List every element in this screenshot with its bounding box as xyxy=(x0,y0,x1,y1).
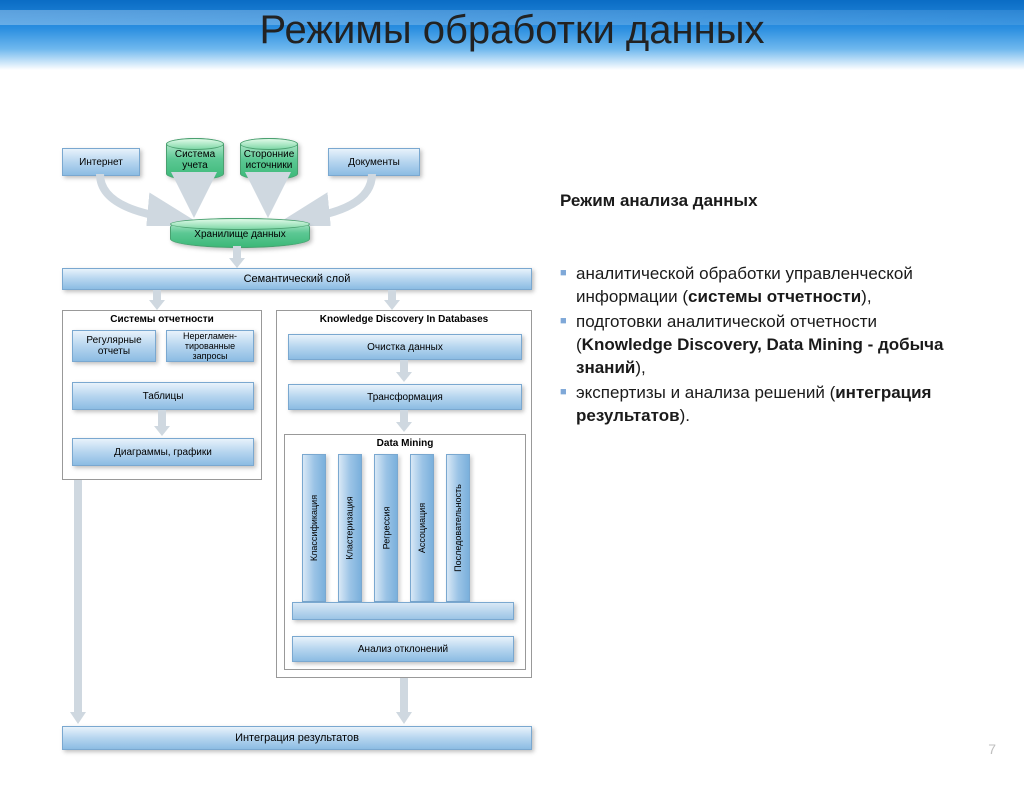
source-accounting: Система учета xyxy=(166,138,224,180)
source-external: Сторонние источники xyxy=(240,138,298,180)
data-mining-title: Data Mining xyxy=(285,438,525,449)
bullet-1: аналитической обработки управленческой и… xyxy=(560,263,960,309)
analysis-mode-text: Режим анализа данных аналитической обраб… xyxy=(560,190,960,430)
reporting-title: Системы отчетности xyxy=(63,314,261,325)
bullet-2: подготовки аналитической отчетности (Kno… xyxy=(560,311,960,380)
bullet-3: экспертизы и анализа решений (интеграция… xyxy=(560,382,960,428)
bar-sequence: Последовательность xyxy=(446,454,470,602)
bar-regression: Регрессия xyxy=(374,454,398,602)
transformation: Трансформация xyxy=(288,384,522,410)
source-internet: Интернет xyxy=(62,148,140,176)
charts: Диаграммы, графики xyxy=(72,438,254,466)
source-documents: Документы xyxy=(328,148,420,176)
page-title: Режимы обработки данных xyxy=(0,8,1024,53)
bar-classification: Классификация xyxy=(302,454,326,602)
tables: Таблицы xyxy=(72,382,254,410)
integration-results: Интеграция результатов xyxy=(62,726,532,750)
semantic-layer: Семантический слой xyxy=(62,268,532,290)
data-cleaning: Очистка данных xyxy=(288,334,522,360)
right-heading: Режим анализа данных xyxy=(560,190,960,213)
architecture-diagram: Интернет Система учета Сторонние источни… xyxy=(62,138,540,788)
bar-clustering: Кластеризация xyxy=(338,454,362,602)
kdd-title: Knowledge Discovery In Databases xyxy=(277,314,531,325)
bar-association: Ассоциация xyxy=(410,454,434,602)
data-warehouse: Хранилище данных xyxy=(170,218,310,248)
deviation-analysis: Анализ отклонений xyxy=(292,636,514,662)
regular-reports: Регулярные отчеты xyxy=(72,330,156,362)
mining-base xyxy=(292,602,514,620)
adhoc-queries: Нерегламен-тированные запросы xyxy=(166,330,254,362)
